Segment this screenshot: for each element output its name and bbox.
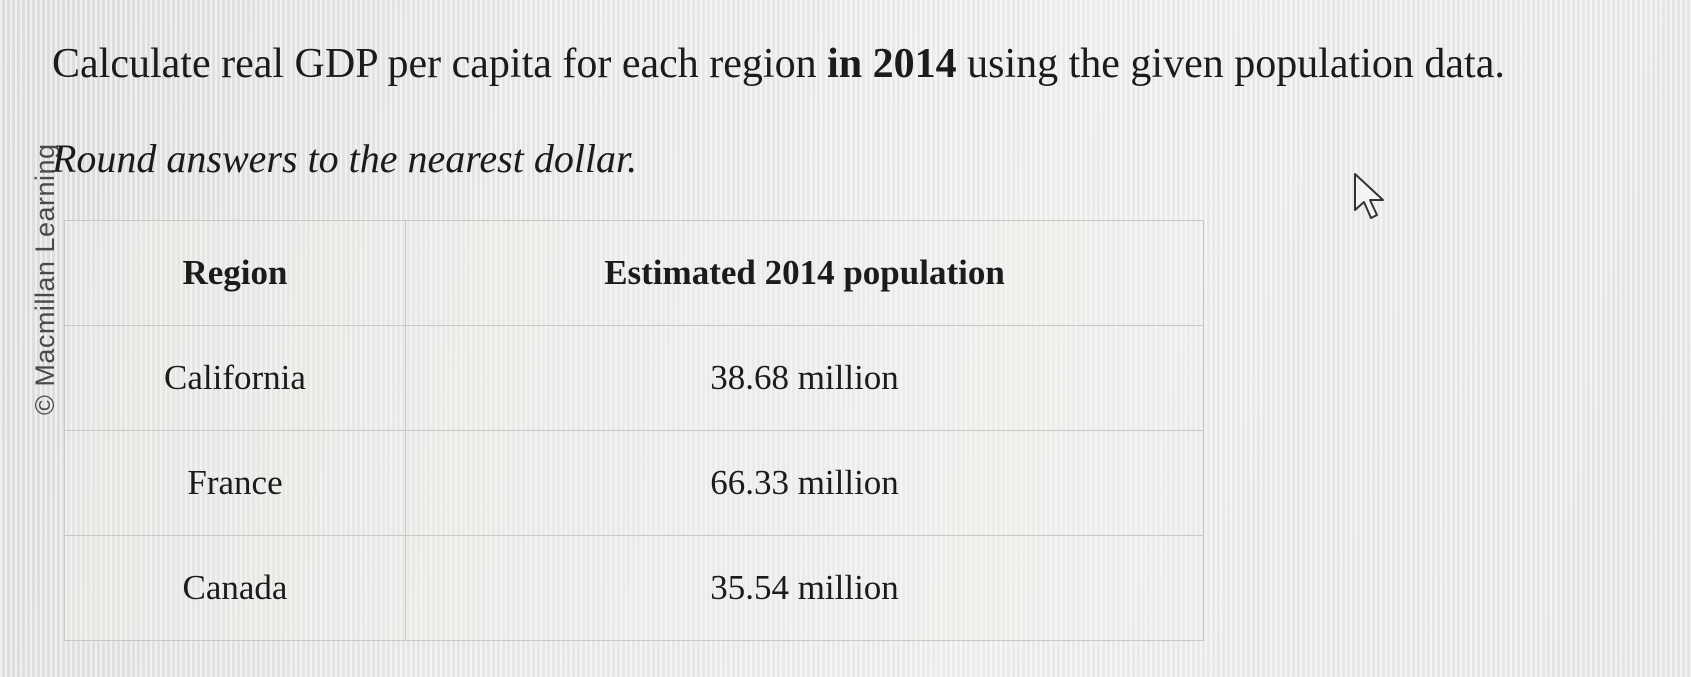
table-header-row: Region Estimated 2014 population [64,220,1204,326]
rounding-instruction: Round answers to the nearest dollar. [52,136,638,181]
population-cell: 35.54 million [405,535,1204,641]
table-row: California 38.68 million [64,325,1204,431]
region-cell: California [64,325,406,431]
question-text: Calculate real GDP per capita for each r… [52,40,1505,88]
header-population: Estimated 2014 population [405,220,1204,326]
header-region: Region [64,220,406,326]
population-table: Region Estimated 2014 population Califor… [64,220,1204,641]
region-cell: Canada [64,535,406,641]
copyright-watermark: © Macmillan Learning [30,143,60,415]
question-emphasis: in 2014 [827,41,957,87]
population-cell: 38.68 million [405,325,1204,431]
question-prefix: Calculate real GDP per capita for each r… [52,41,828,87]
population-cell: 66.33 million [405,430,1204,536]
region-cell: France [64,430,406,536]
question-suffix: using the given population data. [956,41,1505,87]
arrow-pointer-icon [1354,173,1384,219]
table-row: France 66.33 million [64,430,1204,536]
table-row: Canada 35.54 million [64,535,1204,641]
